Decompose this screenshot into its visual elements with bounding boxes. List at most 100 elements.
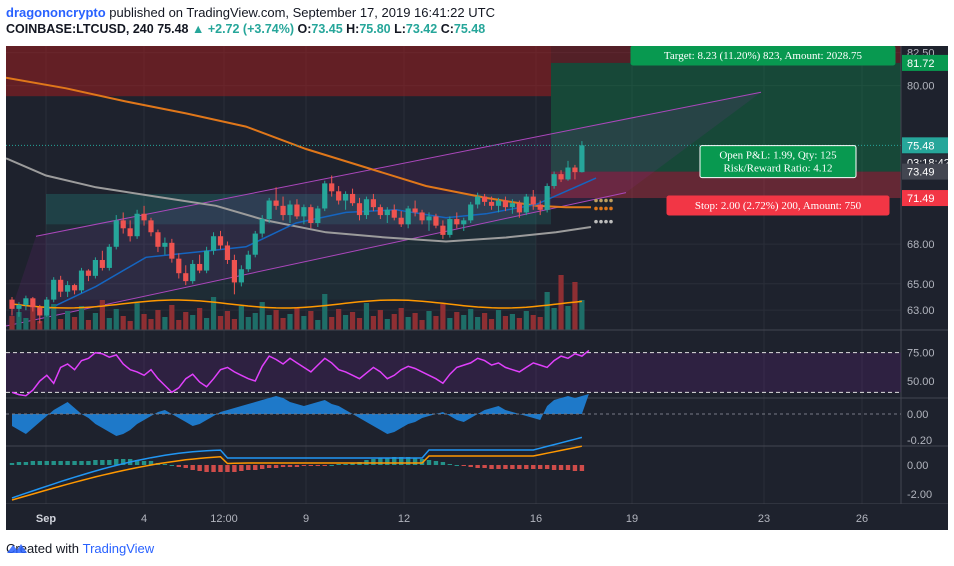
volume-bar: [204, 318, 210, 330]
candle: [113, 215, 119, 250]
macd-histogram-bar: [253, 465, 258, 470]
projection-dot: [594, 198, 598, 203]
volume-bar: [273, 310, 279, 330]
candle: [204, 246, 210, 274]
macd-histogram-bar: [392, 457, 397, 465]
stop-price-tag-text: 71.49: [907, 193, 935, 205]
volume-bar: [16, 312, 22, 330]
candle-body: [468, 204, 474, 221]
macd-histogram-bar: [572, 465, 578, 471]
candle: [447, 216, 453, 238]
candle-body: [343, 193, 349, 201]
volume-bar: [433, 316, 439, 330]
candle: [197, 254, 203, 274]
candle-body: [398, 217, 404, 225]
candle-body: [169, 242, 175, 259]
macd-histogram-bar: [266, 465, 272, 468]
pnl-label-text: Risk/Reward Ratio: 4.12: [723, 163, 832, 175]
open-value: 73.45: [311, 22, 343, 36]
candle-body: [558, 174, 564, 180]
volume-bar: [537, 317, 543, 330]
up-arrow-icon: ▲: [191, 22, 205, 36]
volume-bar: [461, 315, 467, 330]
candle-body: [537, 204, 543, 210]
candle-body: [259, 219, 265, 234]
candle: [509, 199, 515, 214]
chart-svg[interactable]: 82.5080.0068.0065.0063.0075.0050.000.00-…: [6, 46, 948, 530]
candle-body: [349, 193, 356, 204]
macd-histogram-bar: [454, 465, 459, 466]
volume-bar: [120, 316, 126, 330]
candle: [558, 170, 564, 183]
volume-bar: [530, 315, 536, 330]
macd-histogram-bar: [315, 465, 320, 466]
pnl-label-text: Open P&L: 1.99, Qty: 125: [719, 150, 837, 162]
candle: [99, 250, 105, 271]
candle-body: [440, 225, 446, 235]
macd-histogram-bar: [489, 465, 494, 469]
volume-bar: [190, 315, 196, 330]
macd-histogram-bar: [30, 461, 36, 465]
candle: [266, 197, 272, 224]
macd-histogram-bar: [496, 465, 501, 469]
macd-histogram-bar: [204, 465, 209, 472]
volume-bar: [398, 308, 404, 330]
macd-histogram-bar: [239, 465, 244, 471]
macd-histogram-bar: [16, 462, 22, 465]
macd-histogram-bar: [72, 461, 77, 465]
rsi-axis-label: 50.00: [907, 376, 935, 388]
stop-price-tag: 71.49: [902, 190, 948, 207]
close-label: C:: [440, 22, 454, 36]
volume-bar: [544, 292, 550, 330]
macd-histogram-bar: [183, 465, 188, 468]
candle-body: [495, 200, 502, 206]
candle: [530, 189, 536, 210]
projection-dot: [599, 206, 603, 211]
macd-histogram-bar: [308, 465, 314, 466]
candle-body: [370, 199, 376, 208]
chart-canvas[interactable]: 82.50 80.00 68.00 65.00 63.00 75.00 50.00 0.00-…: [6, 46, 948, 530]
price-change: +2.72 (+3.74%): [207, 22, 294, 36]
volume-bar: [85, 320, 92, 330]
candle-body: [252, 233, 258, 255]
volume-bar: [71, 317, 78, 330]
volume-bar: [488, 319, 495, 330]
volume-bar: [252, 313, 258, 330]
volume-bar: [78, 306, 85, 330]
volume-bar: [440, 304, 446, 330]
candle-body: [280, 205, 286, 216]
candle: [44, 296, 50, 317]
candle: [544, 183, 550, 213]
footer: Created with TradingView: [6, 541, 154, 556]
candle: [572, 164, 578, 180]
volume-bar: [495, 310, 502, 330]
projection-dot: [604, 219, 608, 224]
author-name[interactable]: dragononcrypto: [6, 5, 106, 20]
stop-label-bg: [666, 195, 890, 216]
candle-body: [197, 263, 203, 271]
tradingview-brand[interactable]: TradingView: [82, 541, 155, 556]
candle-body: [238, 269, 244, 283]
candle-body: [92, 259, 98, 276]
candle-body: [301, 207, 307, 217]
target-price-tag-text: 81.72: [907, 58, 935, 70]
macd-histogram-bar: [371, 459, 376, 465]
macd-line: [11, 436, 583, 499]
candle: [370, 193, 376, 212]
volume-bar: [551, 308, 557, 330]
candle-body: [322, 183, 328, 209]
candle-body: [58, 279, 64, 292]
macd-histogram-bar: [107, 460, 112, 465]
channel-upper-line: [35, 91, 762, 237]
candle-body: [433, 216, 439, 226]
macd-histogram-bar: [246, 465, 251, 470]
candle: [217, 230, 224, 250]
macd-histogram-bar: [169, 465, 175, 466]
candle-body: [155, 232, 161, 247]
candle: [287, 200, 293, 224]
candle-body: [516, 203, 522, 213]
volume-bar: [377, 310, 383, 330]
macd-histogram-bar: [461, 465, 466, 466]
macd-histogram-bar: [197, 465, 202, 471]
candle-body: [71, 285, 78, 291]
